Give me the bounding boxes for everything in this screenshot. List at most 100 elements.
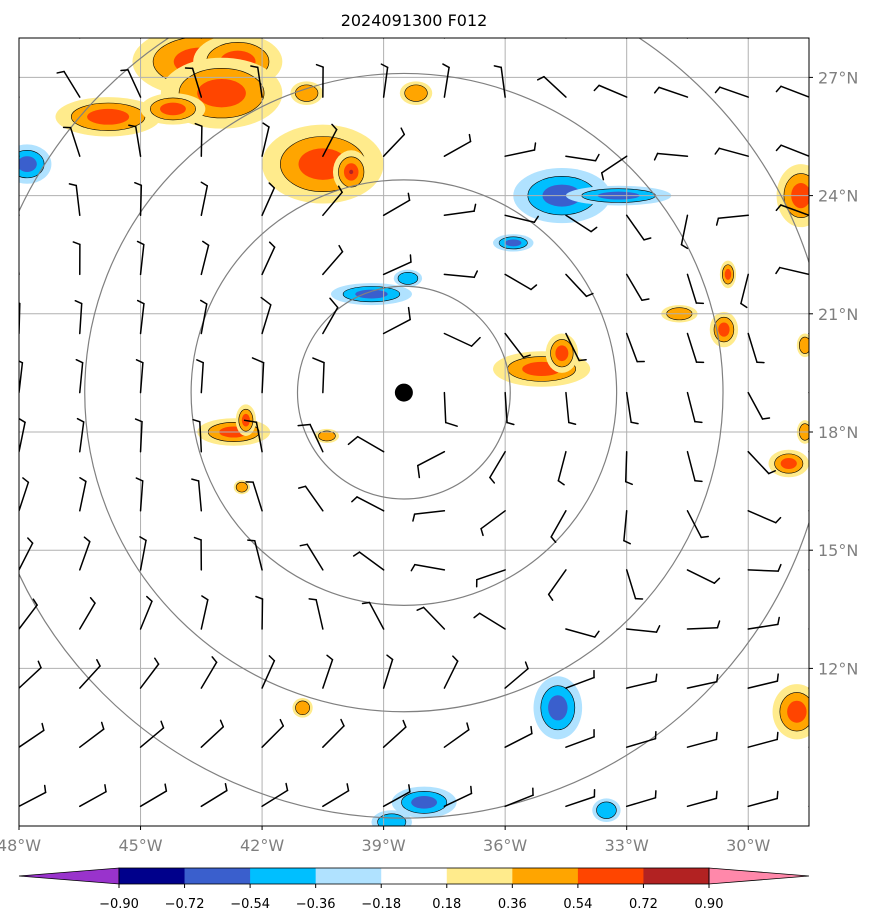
barb-shaft bbox=[624, 38, 628, 39]
wind-barb bbox=[442, 63, 450, 98]
wind-barb bbox=[299, 543, 324, 571]
barb-flag bbox=[5, 185, 12, 186]
wind-barb bbox=[686, 731, 718, 748]
wind-barb bbox=[139, 783, 168, 808]
wind-barb bbox=[489, 450, 506, 484]
wind-barb bbox=[74, 299, 83, 335]
wind-barb bbox=[504, 273, 538, 291]
wind-barb bbox=[308, 598, 324, 630]
wind-barb bbox=[5, 185, 20, 217]
barb-flag bbox=[329, 297, 339, 309]
barb-flag bbox=[653, 152, 659, 161]
wind-barb bbox=[686, 450, 703, 483]
barb-flag bbox=[530, 284, 538, 291]
barb-flag bbox=[536, 75, 545, 81]
barb-flag bbox=[550, 536, 557, 543]
barb-flag bbox=[412, 513, 416, 522]
wind-barb bbox=[443, 785, 473, 808]
colorbar-tick-label: −0.90 bbox=[99, 897, 139, 912]
wind-barb bbox=[200, 782, 228, 808]
wind-barb bbox=[808, 805, 809, 808]
barb-shaft bbox=[261, 187, 276, 217]
wind-barb bbox=[382, 192, 411, 217]
barb-flag bbox=[380, 63, 389, 69]
barb-flag bbox=[473, 612, 481, 619]
wind-barb bbox=[625, 569, 644, 600]
wind-barb bbox=[565, 273, 594, 298]
barb-flag bbox=[473, 203, 477, 212]
barb-shaft bbox=[79, 361, 84, 394]
barb-flag bbox=[530, 725, 533, 735]
colorbar-segment bbox=[250, 868, 317, 884]
wind-barb bbox=[808, 391, 809, 394]
wind-barb bbox=[624, 450, 633, 486]
wind-barb bbox=[136, 299, 145, 335]
wind-barb bbox=[565, 669, 595, 689]
barb-flag bbox=[68, 183, 78, 187]
barb-flag bbox=[224, 782, 228, 792]
barb-flag bbox=[139, 536, 147, 542]
wind-barb bbox=[565, 789, 596, 808]
barb-flag bbox=[416, 606, 425, 611]
wind-barb bbox=[75, 358, 84, 394]
barb-flag bbox=[135, 477, 144, 482]
barb-flag bbox=[643, 237, 652, 241]
barb-shaft bbox=[139, 420, 143, 453]
longitude-tick-label: 33°W bbox=[605, 836, 649, 855]
barb-flag bbox=[716, 28, 720, 33]
barb-flag bbox=[196, 359, 204, 364]
negative-anomaly-contour bbox=[355, 289, 388, 299]
wind-barb bbox=[714, 86, 749, 98]
barb-flag bbox=[594, 153, 600, 162]
barb-shaft bbox=[780, 144, 809, 157]
barb-flag bbox=[452, 655, 459, 662]
barb-flag bbox=[466, 722, 470, 731]
barb-shaft bbox=[625, 680, 657, 689]
barb-shaft bbox=[686, 332, 698, 363]
wind-barb bbox=[416, 606, 446, 630]
wind-barb bbox=[200, 656, 218, 689]
negative-anomaly-contour bbox=[19, 156, 37, 172]
barb-flag bbox=[761, 417, 771, 420]
colorbar-segment bbox=[315, 868, 382, 884]
barb-shaft bbox=[565, 155, 597, 162]
wind-barb bbox=[504, 391, 515, 426]
wind-barb bbox=[139, 595, 153, 630]
barb-shaft bbox=[443, 792, 473, 808]
barb-flag bbox=[250, 65, 259, 69]
wind-barb bbox=[261, 182, 276, 217]
barb-flag bbox=[655, 673, 658, 682]
latitude-tick-label: 12°N bbox=[818, 659, 858, 678]
barb-shaft bbox=[504, 149, 536, 157]
barb-flag bbox=[76, 417, 85, 423]
wind-barb bbox=[550, 510, 567, 543]
barb-flag bbox=[578, 358, 587, 362]
barb-shaft bbox=[656, 152, 689, 157]
barb-flag bbox=[56, 70, 65, 74]
barb-shaft bbox=[19, 95, 20, 98]
barb-flag bbox=[268, 182, 276, 189]
barb-flag bbox=[715, 731, 718, 741]
barb-flag bbox=[255, 595, 264, 600]
wind-barb bbox=[417, 450, 446, 479]
barb-shaft bbox=[443, 210, 475, 217]
wind-barb bbox=[361, 601, 385, 630]
barb-shaft bbox=[79, 728, 105, 748]
wind-barb bbox=[184, 67, 203, 98]
barb-shaft bbox=[79, 790, 107, 808]
barb-flag bbox=[522, 354, 531, 359]
wind-barb bbox=[380, 63, 389, 98]
longitude-tick-label: 36°W bbox=[483, 836, 527, 855]
barb-shaft bbox=[139, 727, 165, 748]
wind-barb bbox=[443, 203, 477, 217]
wind-barb bbox=[504, 142, 537, 157]
barb-flag bbox=[192, 418, 201, 423]
wind-barb bbox=[139, 38, 142, 39]
wind-barb bbox=[19, 265, 20, 276]
barb-flag bbox=[839, 502, 841, 509]
barb-flag bbox=[43, 784, 47, 794]
barb-shaft bbox=[808, 391, 809, 394]
wind-barb bbox=[686, 332, 705, 364]
barb-shaft bbox=[79, 665, 101, 689]
barb-shaft bbox=[79, 602, 96, 630]
